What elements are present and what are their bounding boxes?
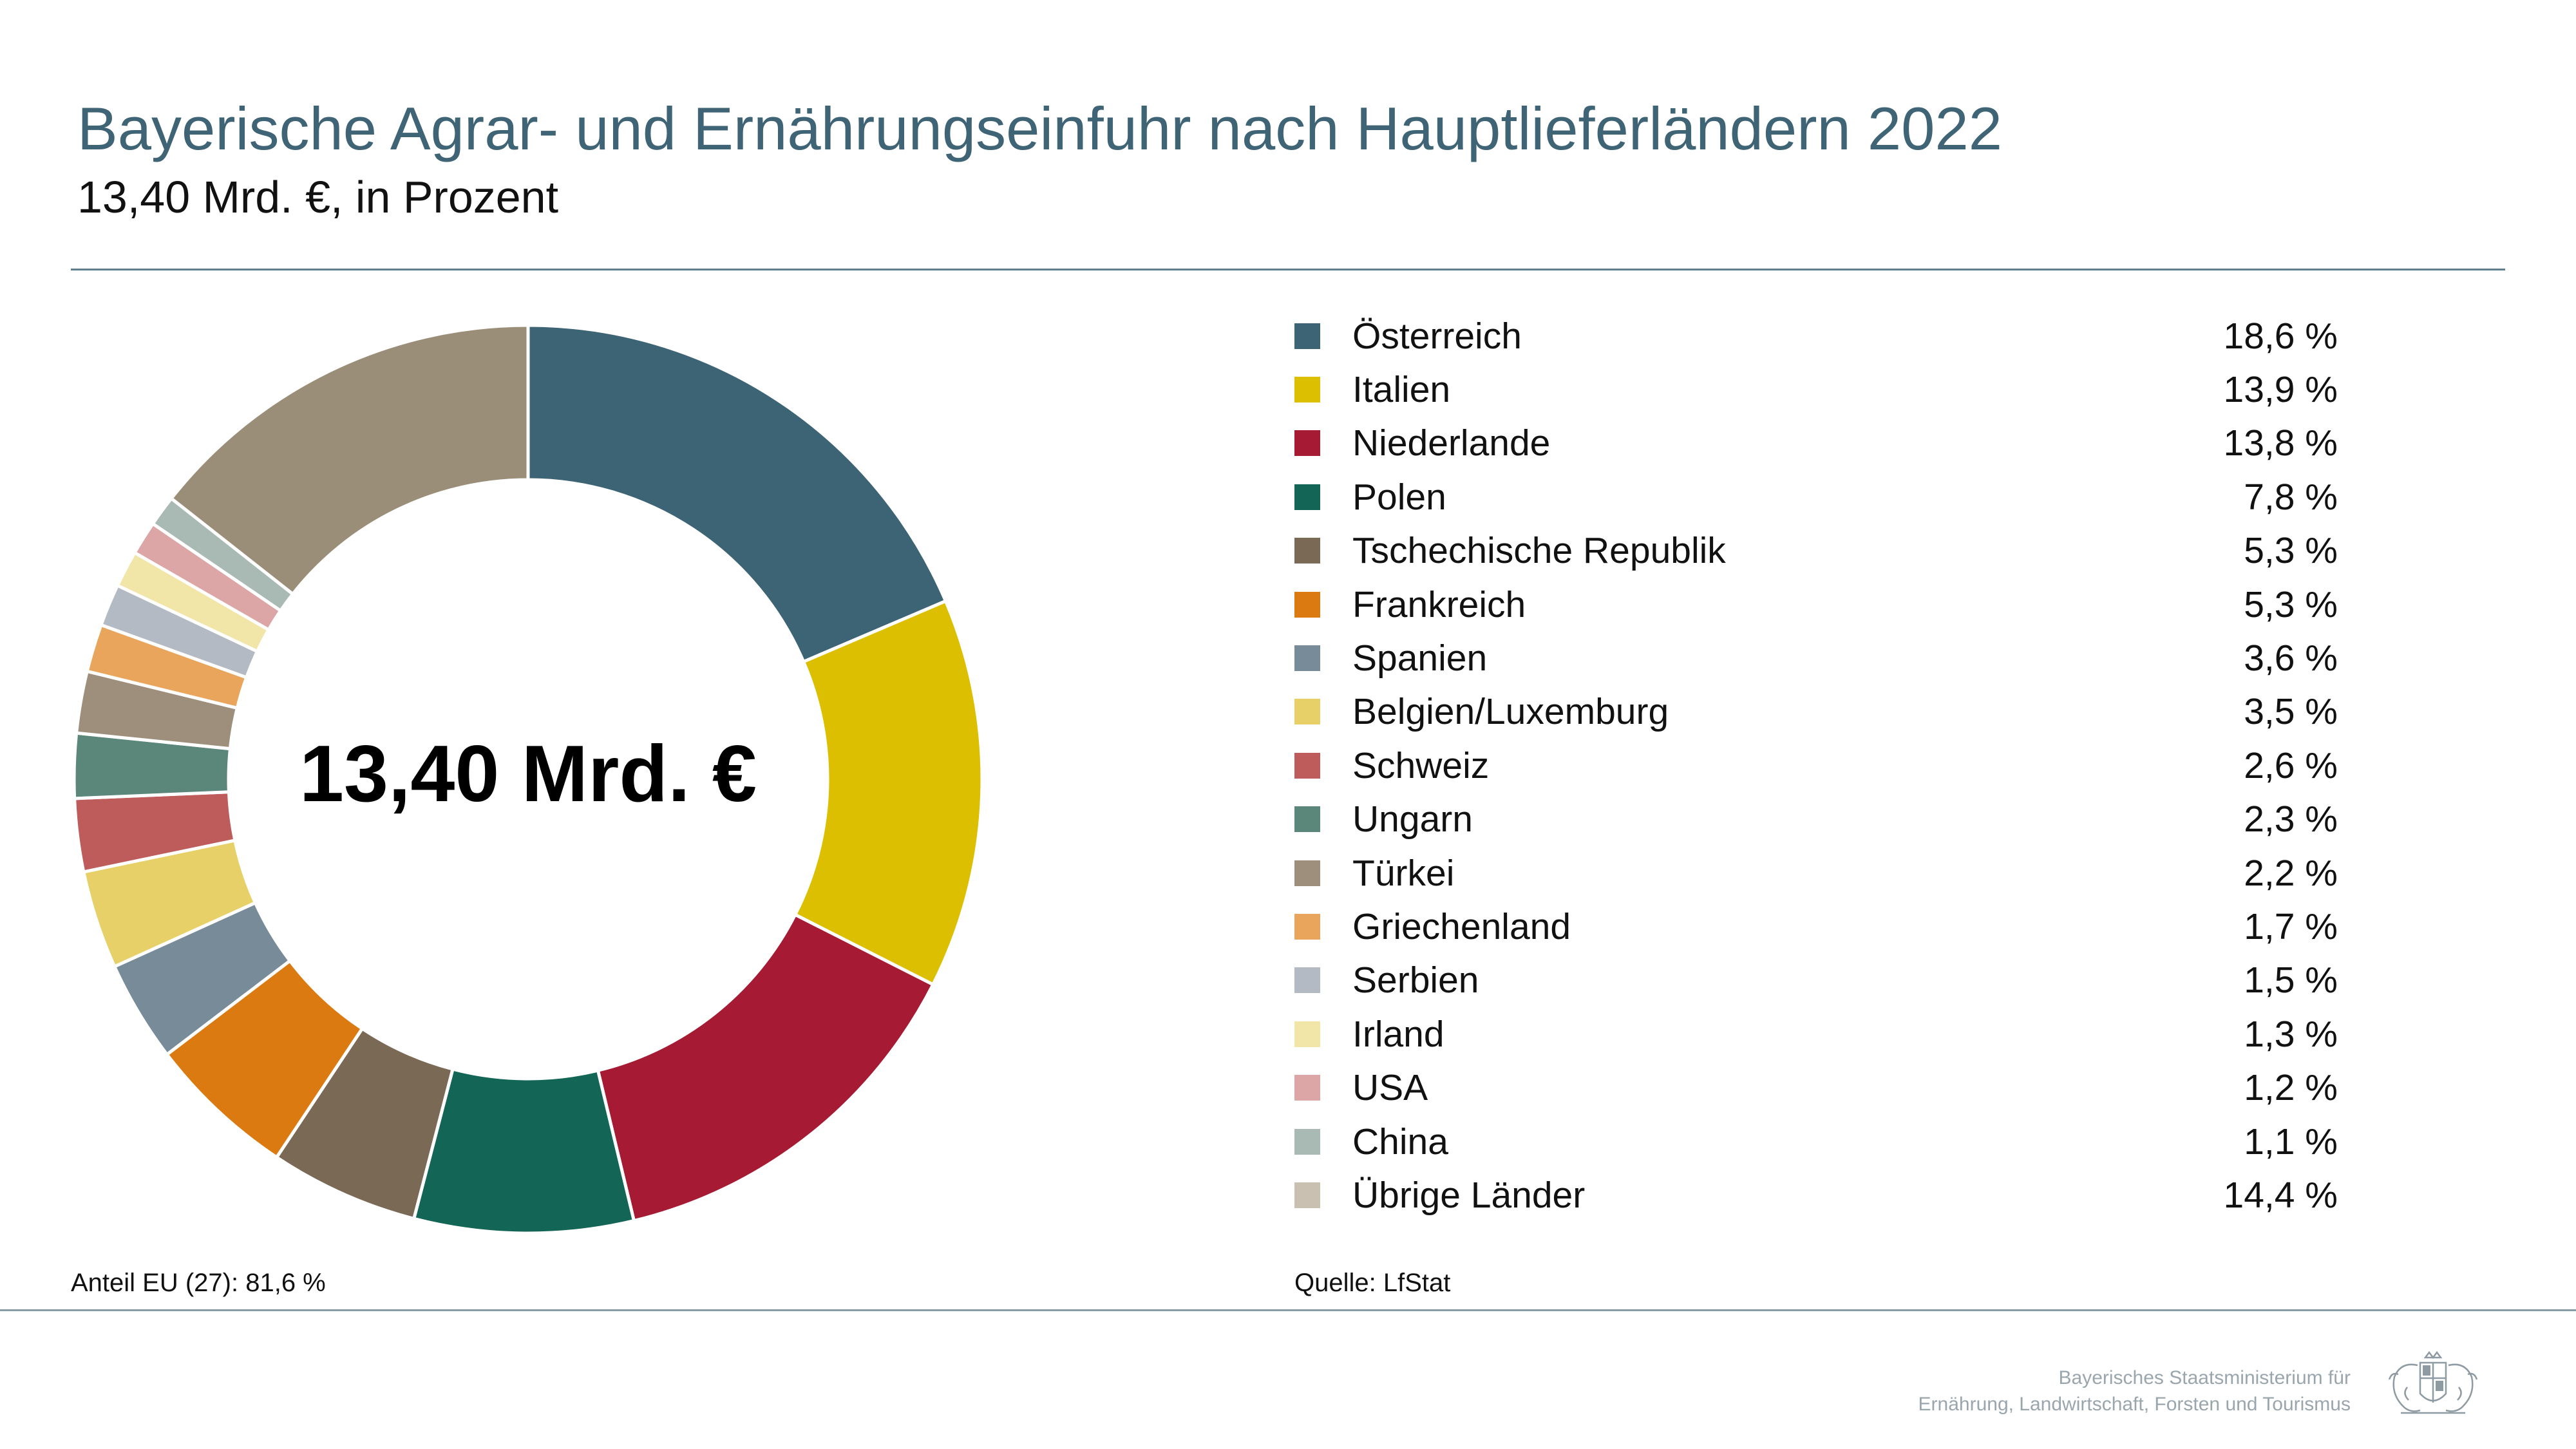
legend-swatch <box>1294 645 1320 672</box>
legend-value: 1,1 % <box>2244 1121 2338 1162</box>
donut-slice-16 <box>169 323 530 596</box>
ministry-name-line2: Ernährung, Landwirtschaft, Forsten und T… <box>1918 1393 2351 1415</box>
legend-item: Schweiz 2,6 % <box>1294 739 2338 792</box>
legend-value: 3,5 % <box>2244 691 2338 733</box>
legend-item: Österreich 18,6 % <box>1294 309 2338 363</box>
donut-slice-1 <box>793 599 984 987</box>
chart-subtitle: 13,40 Mrd. €, in Prozent <box>77 172 559 222</box>
donut-center-total: 13,40 Mrd. € <box>299 730 757 819</box>
legend-item: Spanien 3,6 % <box>1294 631 2338 685</box>
legend-value: 2,6 % <box>2244 744 2338 786</box>
chart-legend: Österreich 18,6 % Italien 13,9 % Niederlande… <box>1294 309 2338 1222</box>
legend-label: USA <box>1352 1067 1428 1109</box>
legend-value: 1,3 % <box>2244 1013 2338 1055</box>
donut-chart <box>72 323 984 1235</box>
legend-value: 18,6 % <box>2223 315 2338 357</box>
legend-item: Polen 7,8 % <box>1294 470 2338 524</box>
legend-label: Polen <box>1352 476 1446 518</box>
legend-swatch <box>1294 430 1320 457</box>
legend-value: 1,2 % <box>2244 1067 2338 1109</box>
legend-value: 13,9 % <box>2223 369 2338 411</box>
legend-value: 2,3 % <box>2244 799 2338 840</box>
chart-title: Bayerische Agrar- und Ernährungseinfuhr … <box>77 95 2002 162</box>
legend-swatch <box>1294 377 1320 403</box>
legend-label: Serbien <box>1352 960 1479 1001</box>
source-note: Quelle: LfStat <box>1294 1269 1451 1297</box>
bavarian-coat-of-arms-icon <box>2388 1350 2478 1414</box>
legend-value: 13,8 % <box>2223 422 2338 464</box>
legend-item: Tschechische Republik 5,3 % <box>1294 524 2338 578</box>
legend-item: Belgien/Luxemburg 3,5 % <box>1294 685 2338 739</box>
legend-label: Italien <box>1352 369 1451 411</box>
legend-swatch <box>1294 967 1320 994</box>
legend-swatch <box>1294 806 1320 833</box>
donut-slice-0 <box>526 323 948 664</box>
legend-value: 5,3 % <box>2244 530 2338 572</box>
legend-item: Übrige Länder 14,4 % <box>1294 1168 2338 1222</box>
legend-item: USA 1,2 % <box>1294 1061 2338 1114</box>
legend-value: 3,6 % <box>2244 638 2338 679</box>
legend-value: 1,5 % <box>2244 960 2338 1001</box>
legend-label: Frankreich <box>1352 583 1526 625</box>
legend-value: 14,4 % <box>2223 1174 2338 1216</box>
legend-label: Niederlande <box>1352 422 1551 464</box>
legend-swatch <box>1294 538 1320 564</box>
legend-item: China 1,1 % <box>1294 1115 2338 1168</box>
legend-swatch <box>1294 699 1320 725</box>
eu-share-note: Anteil EU (27): 81,6 % <box>71 1269 326 1297</box>
legend-label: Spanien <box>1352 638 1488 679</box>
legend-item: Serbien 1,5 % <box>1294 954 2338 1007</box>
legend-swatch <box>1294 484 1320 510</box>
ministry-name: Bayerisches Staatsministerium für Ernähr… <box>1918 1365 2351 1417</box>
legend-swatch <box>1294 1075 1320 1101</box>
legend-item: Italien 13,9 % <box>1294 363 2338 416</box>
legend-item: Türkei 2,2 % <box>1294 846 2338 900</box>
legend-label: China <box>1352 1121 1448 1162</box>
donut-slice-2 <box>596 912 936 1223</box>
legend-swatch <box>1294 913 1320 940</box>
legend-value: 1,7 % <box>2244 905 2338 947</box>
footer-divider <box>0 1309 2576 1311</box>
legend-label: Ungarn <box>1352 799 1473 840</box>
legend-item: Irland 1,3 % <box>1294 1007 2338 1061</box>
legend-label: Griechenland <box>1352 905 1571 947</box>
legend-label: Türkei <box>1352 852 1455 894</box>
legend-swatch <box>1294 591 1320 618</box>
legend-item: Griechenland 1,7 % <box>1294 900 2338 953</box>
ministry-name-line1: Bayerisches Staatsministerium für <box>2058 1367 2351 1388</box>
legend-value: 5,3 % <box>2244 583 2338 625</box>
legend-label: Schweiz <box>1352 744 1490 786</box>
legend-item: Ungarn 2,3 % <box>1294 793 2338 846</box>
legend-swatch <box>1294 323 1320 349</box>
legend-swatch <box>1294 860 1320 886</box>
legend-item: Frankreich 5,3 % <box>1294 578 2338 631</box>
legend-label: Irland <box>1352 1013 1444 1055</box>
legend-value: 2,2 % <box>2244 852 2338 894</box>
legend-label: Tschechische Republik <box>1352 530 1726 572</box>
legend-label: Übrige Länder <box>1352 1174 1586 1216</box>
header-divider <box>71 269 2505 270</box>
legend-label: Österreich <box>1352 315 1522 357</box>
legend-swatch <box>1294 1021 1320 1047</box>
legend-swatch <box>1294 1182 1320 1208</box>
legend-swatch <box>1294 752 1320 779</box>
legend-label: Belgien/Luxemburg <box>1352 691 1669 733</box>
legend-swatch <box>1294 1128 1320 1155</box>
legend-value: 7,8 % <box>2244 476 2338 518</box>
legend-item: Niederlande 13,8 % <box>1294 417 2338 470</box>
